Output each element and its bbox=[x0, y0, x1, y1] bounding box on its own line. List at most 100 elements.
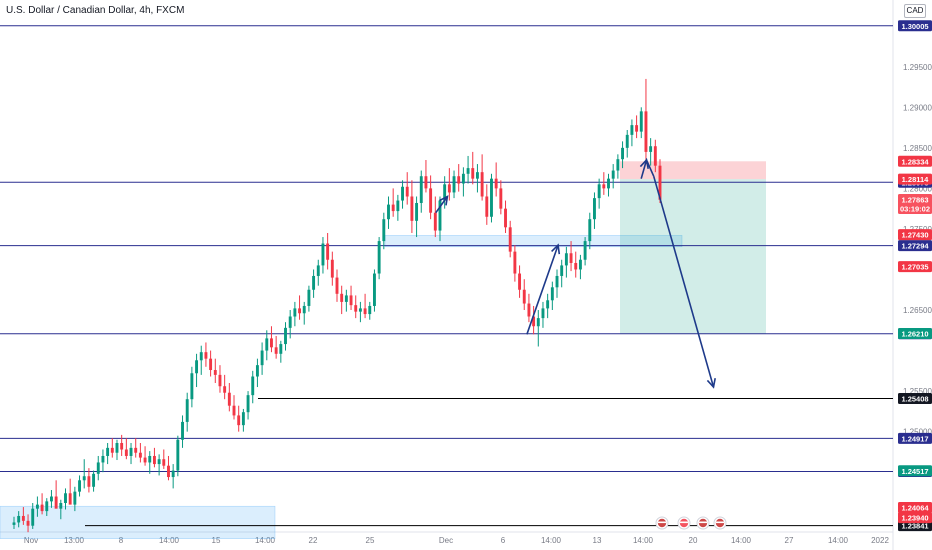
time-tick-label: 14:00 bbox=[541, 536, 562, 545]
time-tick-label: 27 bbox=[785, 536, 794, 545]
level-price-label-text: 1.25408 bbox=[901, 395, 928, 404]
candle-body bbox=[255, 365, 259, 377]
level-price-label-text: 1.27294 bbox=[901, 242, 929, 251]
arrow-down-head bbox=[706, 378, 716, 389]
candle-body bbox=[419, 176, 423, 203]
candle-body bbox=[54, 496, 58, 509]
level-price-label bbox=[898, 240, 932, 252]
candle-body bbox=[607, 178, 610, 189]
candle-body bbox=[171, 470, 175, 478]
time-tick-label: Nov bbox=[24, 536, 38, 545]
candle-body bbox=[522, 289, 526, 304]
candle-body bbox=[443, 184, 447, 201]
candle-body bbox=[625, 134, 629, 148]
candle-body bbox=[181, 421, 184, 440]
candle-body bbox=[555, 275, 559, 288]
candle-body bbox=[466, 168, 470, 174]
price-tick-label: 1.26500 bbox=[903, 306, 932, 315]
candle-body bbox=[396, 200, 400, 212]
candle-body bbox=[162, 459, 166, 466]
price-tick-label: 1.25500 bbox=[903, 387, 932, 396]
price-tick-label: 1.28000 bbox=[903, 184, 932, 193]
price-label-countdown: 03:19:02 bbox=[900, 204, 930, 213]
candle-body bbox=[279, 344, 283, 354]
price-label bbox=[898, 155, 932, 167]
candle-body bbox=[405, 186, 409, 197]
time-tick-label: 20 bbox=[689, 536, 698, 545]
candle-body bbox=[457, 176, 461, 184]
arrow-up-head bbox=[551, 243, 561, 255]
time-tick-label: 14:00 bbox=[255, 536, 276, 545]
candle-body bbox=[64, 493, 67, 503]
candle-body bbox=[143, 457, 147, 463]
event-flag-stripe bbox=[716, 521, 724, 524]
currency-badge[interactable]: CAD bbox=[904, 4, 926, 18]
candle-body bbox=[237, 415, 241, 426]
time-tick-label: 8 bbox=[119, 536, 124, 545]
candle-body bbox=[223, 386, 227, 393]
candle-body bbox=[148, 455, 152, 463]
price-tick-label: 1.25000 bbox=[903, 428, 932, 437]
candle-body bbox=[73, 491, 77, 505]
candle-body bbox=[213, 370, 217, 375]
time-tick-label: Dec bbox=[439, 536, 453, 545]
candle-body bbox=[298, 308, 302, 314]
time-tick-label: 13 bbox=[593, 536, 602, 545]
candle-body bbox=[246, 395, 250, 413]
candle-body bbox=[546, 300, 550, 309]
candle-body bbox=[138, 452, 142, 458]
price-label bbox=[898, 261, 932, 273]
arrow-up-annotation bbox=[435, 196, 449, 214]
price-label bbox=[898, 502, 932, 514]
candle-body bbox=[377, 241, 381, 274]
candle-body bbox=[260, 350, 264, 366]
candle-body bbox=[382, 219, 386, 242]
price-tick-label: 1.28500 bbox=[903, 144, 932, 153]
candle-body bbox=[569, 253, 573, 263]
price-label bbox=[898, 173, 932, 185]
candle-body bbox=[316, 265, 320, 276]
candle-body bbox=[513, 251, 517, 274]
candle-body bbox=[452, 176, 456, 193]
candle-body bbox=[157, 459, 161, 465]
candle-body bbox=[167, 465, 170, 478]
candle-body bbox=[340, 293, 344, 302]
candle-body bbox=[485, 196, 489, 217]
candle-body bbox=[471, 168, 475, 179]
price-tick-label: 1.29000 bbox=[903, 103, 932, 112]
candle-body bbox=[358, 308, 362, 312]
event-flag-stripe bbox=[680, 521, 688, 524]
demand-zone-low bbox=[0, 505, 276, 539]
candle-body bbox=[227, 392, 231, 406]
candle-body bbox=[433, 212, 437, 231]
candle-body bbox=[438, 200, 442, 231]
candle-body bbox=[185, 399, 189, 422]
candle-body bbox=[541, 308, 545, 319]
time-tick-label: 13:00 bbox=[64, 536, 85, 545]
candle-body bbox=[461, 173, 465, 184]
level-price-label-text: 1.30005 bbox=[901, 22, 928, 31]
time-tick-label: 14:00 bbox=[633, 536, 654, 545]
time-tick-label: 6 bbox=[501, 536, 506, 545]
candle-body bbox=[635, 125, 639, 132]
candle-body bbox=[344, 295, 348, 302]
candle-body bbox=[593, 198, 596, 220]
candle-body bbox=[96, 462, 100, 474]
candle-body bbox=[152, 455, 156, 465]
candle-body bbox=[101, 455, 105, 463]
candle-body bbox=[447, 184, 451, 193]
candle-body bbox=[490, 178, 493, 217]
candle-body bbox=[387, 204, 390, 220]
candle-body bbox=[504, 208, 507, 228]
candle-body bbox=[49, 496, 53, 502]
candle-body bbox=[583, 241, 587, 260]
price-label-text: 1.26210 bbox=[901, 330, 928, 339]
candle-body bbox=[518, 273, 522, 290]
candle-body bbox=[293, 308, 297, 317]
candle-body bbox=[68, 493, 72, 505]
time-tick-label: 22 bbox=[309, 536, 318, 545]
candle-body bbox=[241, 412, 245, 426]
candle-body bbox=[129, 447, 133, 456]
event-flag-stripe bbox=[658, 521, 666, 524]
